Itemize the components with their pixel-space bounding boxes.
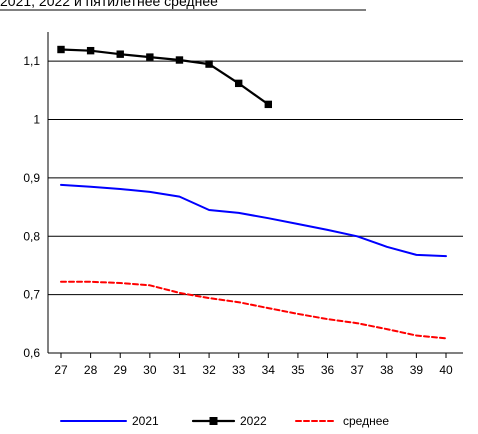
data-point-marker (86, 46, 95, 55)
series-line-2022 (59, 48, 270, 106)
legend-label-среднее: среднее (343, 414, 389, 428)
data-point-marker (57, 45, 65, 54)
series-line-среднее (60, 280, 447, 340)
y-tick-label: 0,9 (23, 171, 40, 185)
data-point-marker (116, 50, 124, 58)
x-tick-label: 31 (173, 363, 187, 377)
x-tick-label: 27 (54, 363, 68, 377)
x-tick-label: 35 (291, 363, 305, 377)
data-point-marker (264, 100, 273, 109)
y-tick-label: 1 (33, 113, 40, 127)
data-point-marker (175, 56, 184, 64)
legend: 2021 2022 среднее (60, 414, 389, 428)
x-tick-label: 39 (410, 363, 424, 377)
x-tick-label: 36 (321, 363, 335, 377)
y-tick-label: 0,8 (23, 229, 40, 243)
data-point-marker (205, 60, 213, 68)
x-tick-label: 34 (262, 363, 276, 377)
x-tick-label: 29 (114, 363, 128, 377)
legend-marker-2022 (209, 417, 218, 425)
legend-label-2021: 2021 (132, 414, 159, 428)
legend-label-2022: 2022 (240, 414, 267, 428)
x-tick-label: 33 (232, 363, 246, 377)
y-tick-label: 0,7 (23, 288, 40, 302)
data-point-marker (146, 53, 154, 61)
data-point-marker (234, 79, 243, 88)
x-tick-label: 32 (202, 363, 216, 377)
axis-layer: 0,6 0,7 0,8 0,9 1 1,1 27 28 29 30 31 32 33 34 35 36 37 38… (23, 32, 463, 377)
series-line-2021 (60, 183, 447, 258)
x-tick-label: 28 (84, 363, 98, 377)
chart-title: 2021, 2022 и пятилетнее среднее (0, 0, 218, 9)
x-tick-label: 30 (143, 363, 157, 377)
y-tick-label: 0,6 (23, 346, 40, 360)
x-tick-label: 38 (380, 363, 394, 377)
x-tick-label: 40 (439, 363, 453, 377)
series-layer (57, 45, 447, 340)
y-tick-label: 1,1 (23, 54, 40, 68)
x-tick-label: 37 (350, 363, 364, 377)
grid-layer (48, 60, 463, 354)
